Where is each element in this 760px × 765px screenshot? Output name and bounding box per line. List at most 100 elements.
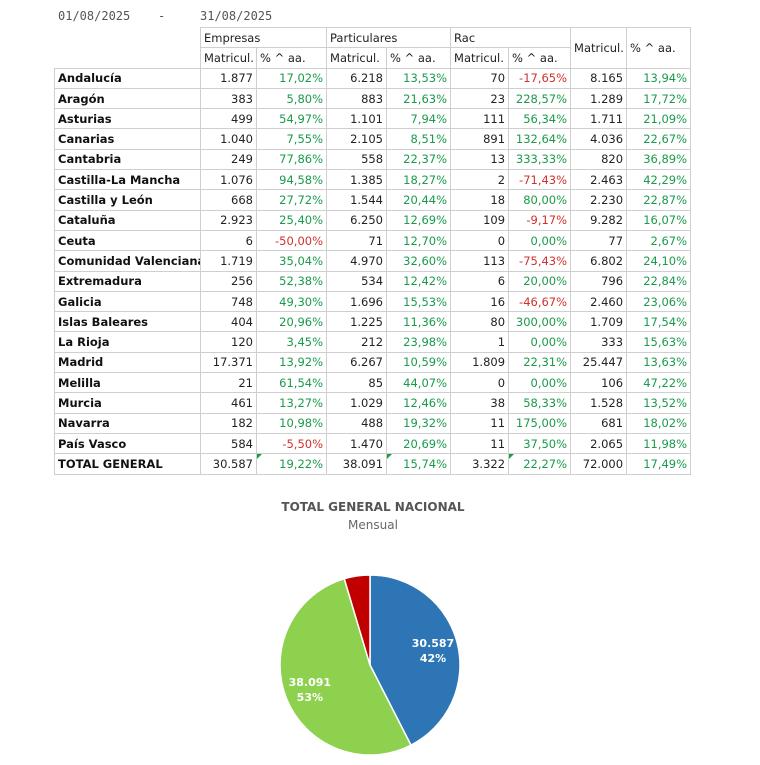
pct-change-cell: 22,87% [626, 189, 692, 211]
pct-change-cell: 32,60% [386, 250, 452, 272]
registrations-cell: 668 [200, 189, 257, 211]
pct-change-cell: 61,54% [255, 372, 328, 394]
pct-change-cell: 94,58% [255, 169, 328, 191]
pct-change-cell: -17,65% [508, 67, 572, 89]
pct-change-cell: 24,10% [626, 250, 692, 272]
pct-change-cell: 21,09% [626, 108, 692, 130]
registrations-cell: 8.165 [570, 67, 628, 89]
table-row: País Vasco 584 -5,50% 1.470 20,69% 11 37,50% 2.… [54, 432, 692, 455]
pct-change-cell: 10,59% [386, 351, 452, 374]
region-name: Castilla y León [54, 189, 201, 211]
registrations-cell: 1.101 [326, 108, 388, 130]
registrations-cell: 38 [450, 392, 510, 414]
registrations-cell: 1.696 [326, 290, 388, 313]
registrations-cell: 1.709 [570, 311, 628, 333]
table-row: La Rioja 120 3,45% 212 23,98% 1 0,00% 333 15,63% [54, 331, 692, 353]
registrations-cell: 6.218 [326, 67, 388, 89]
pct-change-cell: 12,46% [386, 392, 452, 414]
subheader-particulares-pct: % ^ aa. [386, 47, 452, 69]
region-name: La Rioja [54, 331, 201, 353]
pct-change-cell: 8,51% [386, 128, 452, 150]
registrations-cell: 21 [200, 372, 257, 394]
pie-slice-1 [279, 577, 412, 756]
registrations-cell: 6 [200, 229, 257, 252]
registrations-cell: 4.036 [570, 128, 628, 150]
registrations-cell: 120 [200, 331, 257, 353]
registrations-cell: 18 [450, 189, 510, 211]
registrations-cell: 1.225 [326, 311, 388, 333]
pct-change-cell: 25,40% [255, 209, 328, 231]
pct-change-cell: 0,00% [508, 229, 572, 252]
pie-percent-label: 53% [297, 691, 323, 704]
registrations-cell: 0 [450, 372, 510, 394]
registrations-cell: 404 [200, 311, 257, 333]
table-row: Navarra 182 10,98% 488 19,32% 11 175,00% 681 18,… [54, 412, 692, 434]
pie-percent-label: 42% [420, 652, 446, 665]
pct-change-cell: 228,57% [508, 87, 572, 110]
registrations-cell: 4.970 [326, 250, 388, 272]
pct-change-cell: 17,02% [255, 67, 328, 89]
registrations-cell: 70 [450, 67, 510, 89]
region-name: Asturias [54, 108, 201, 130]
pct-change-cell: -46,67% [508, 290, 572, 313]
chart-title: TOTAL GENERAL NACIONAL [281, 500, 465, 514]
pct-change-cell: 20,00% [508, 270, 572, 292]
registrations-cell: 333 [570, 331, 628, 353]
registrations-cell: 1.719 [200, 250, 257, 272]
pct-change-cell: 17,72% [626, 87, 692, 110]
registrations-cell: 38.091 [326, 453, 388, 475]
pct-change-cell: 80,00% [508, 189, 572, 211]
region-name: Melilla [54, 372, 201, 394]
registrations-cell: 23 [450, 87, 510, 110]
registrations-cell: 111 [450, 108, 510, 130]
pct-change-cell: 132,64% [508, 128, 572, 150]
pct-change-cell: 22,31% [508, 351, 572, 374]
table-row: Canarias 1.040 7,55% 2.105 8,51% 891 132,64% 4.… [54, 128, 692, 150]
pct-change-cell: 23,98% [386, 331, 452, 353]
registrations-cell: 461 [200, 392, 257, 414]
pct-change-cell: 13,94% [626, 67, 692, 89]
subheader-rac-matricul: Matricul. [450, 47, 510, 69]
registrations-cell: 11 [450, 412, 510, 434]
date-from: 01/08/2025 [58, 9, 131, 23]
pct-change-cell: 49,30% [255, 290, 328, 313]
pct-change-cell: 37,50% [508, 432, 572, 455]
registrations-cell: 13 [450, 148, 510, 171]
pct-change-cell: 56,34% [508, 108, 572, 130]
registrations-cell: 2.065 [570, 432, 628, 455]
region-name: Galicia [54, 290, 201, 313]
pct-change-cell: 22,27% [508, 453, 572, 475]
registrations-cell: 1 [450, 331, 510, 353]
registrations-table: Empresas Particulares Rac Matricul. % ^ … [54, 26, 692, 475]
pct-change-cell: 11,98% [626, 432, 692, 455]
region-name: Comunidad Valenciana [54, 250, 201, 272]
region-name: Navarra [54, 412, 201, 434]
region-name: Canarias [54, 128, 201, 150]
registrations-cell: 2.923 [200, 209, 257, 231]
pie-slice-2 [343, 574, 371, 666]
pct-change-cell: 13,27% [255, 392, 328, 414]
total-header-pct: % ^ aa. [626, 27, 692, 69]
region-name: Cantabria [54, 148, 201, 171]
group-header-particulares: Particulares [326, 26, 452, 49]
pct-change-cell: 23,06% [626, 290, 692, 313]
registrations-cell: 488 [326, 412, 388, 434]
registrations-cell: 25.447 [570, 351, 628, 374]
pct-change-cell: 16,07% [626, 209, 692, 231]
pct-change-cell: 20,44% [386, 189, 452, 211]
group-header-rac: Rac [450, 26, 572, 49]
pct-change-cell: 12,70% [386, 229, 452, 252]
pct-change-cell: 5,80% [255, 87, 328, 110]
pct-change-cell: 2,67% [626, 229, 692, 252]
registrations-cell: 2.105 [326, 128, 388, 150]
pct-change-cell: 3,45% [255, 331, 328, 353]
region-name: TOTAL GENERAL [54, 453, 201, 475]
subheader-row: Matricul. % ^ aa. Matricul. % ^ aa. Matr… [55, 47, 691, 69]
registrations-cell: 2.463 [570, 169, 628, 191]
pct-change-cell: 0,00% [508, 372, 572, 394]
date-separator: - [158, 9, 166, 23]
pct-change-cell: 44,07% [386, 372, 452, 394]
pct-change-cell: 12,42% [386, 270, 452, 292]
pct-change-cell: 21,63% [386, 87, 452, 110]
pct-change-cell: 12,69% [386, 209, 452, 231]
